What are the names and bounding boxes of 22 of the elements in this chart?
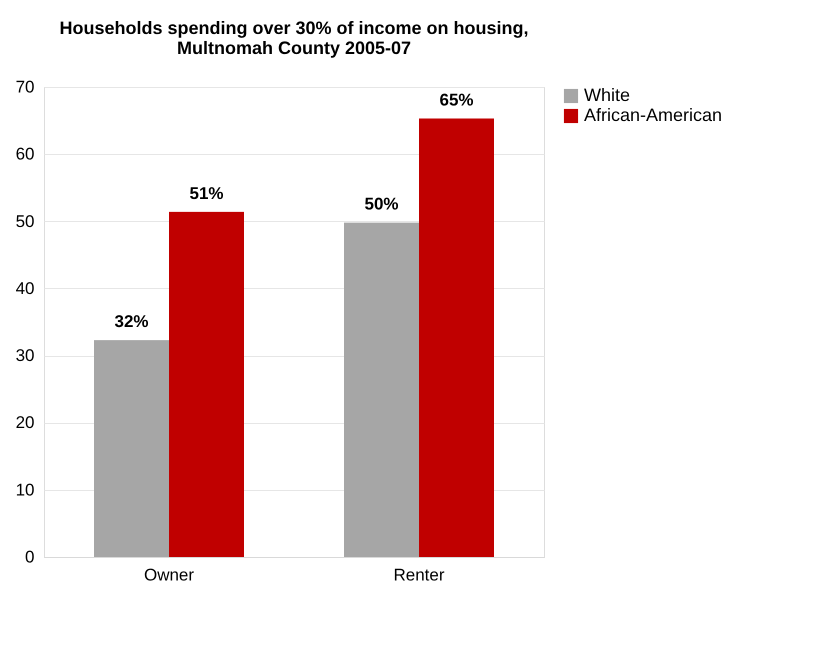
x-tick-label: Renter (393, 566, 445, 584)
bar (94, 340, 169, 557)
x-tick-label: Owner (144, 566, 194, 584)
y-tick-label: 10 (16, 480, 34, 500)
data-label: 32% (114, 312, 149, 332)
bar (169, 212, 244, 557)
y-tick-label: 20 (16, 413, 34, 432)
data-label: 51% (189, 184, 224, 203)
y-tick-label: 70 (16, 78, 34, 96)
y-tick-label: 50 (16, 212, 34, 231)
legend-label: White (584, 85, 630, 105)
y-tick-label: 40 (16, 278, 34, 298)
legend-label: African-American (584, 105, 722, 125)
y-tick-label: 60 (16, 144, 34, 164)
data-label: 65% (439, 90, 474, 110)
y-tick-label: 30 (16, 346, 34, 366)
bar (344, 222, 419, 557)
text: Households spending over 30% of income on housing, (59, 18, 529, 38)
text: Multnomah County 2005-07 (176, 38, 412, 58)
y-tick-label: 0 (25, 548, 34, 566)
data-label: 50% (364, 194, 399, 214)
bar (419, 118, 494, 557)
